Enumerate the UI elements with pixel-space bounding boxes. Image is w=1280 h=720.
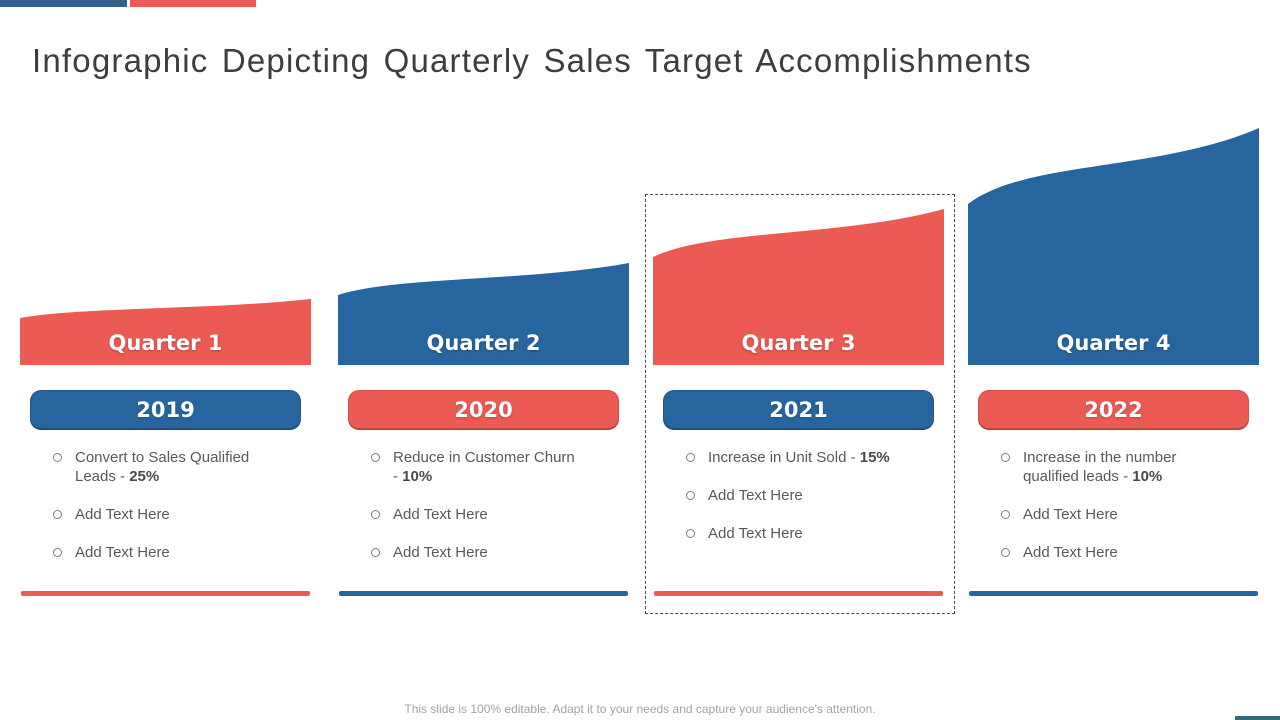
corner-accent — [1235, 716, 1280, 720]
bullet-text: Add Text Here — [75, 544, 170, 561]
bullet-marker-icon — [686, 491, 695, 500]
bullet-item[interactable]: Add Text Here — [53, 543, 265, 562]
bullet-list: Convert to Sales Qualified Leads - 25% A… — [53, 448, 265, 562]
bullet-marker-icon — [371, 510, 380, 519]
bullet-list: Increase in the number qualified leads -… — [1001, 448, 1213, 562]
wave-shape[interactable] — [338, 263, 629, 365]
bullet-item[interactable]: Add Text Here — [686, 524, 898, 543]
bullet-text: Increase in the number qualified leads -… — [1023, 449, 1177, 485]
bullet-item[interactable]: Add Text Here — [371, 505, 583, 524]
bullet-text: Add Text Here — [75, 506, 170, 523]
bullet-marker-icon — [53, 453, 62, 462]
bullet-item[interactable]: Convert to Sales Qualified Leads - 25% — [53, 448, 265, 486]
year-label: 2021 — [769, 398, 828, 422]
quarter-card: Quarter 3 2021 Increase in Unit Sold - 1… — [653, 0, 944, 720]
bullet-text: Reduce in Customer Churn - 10% — [393, 449, 575, 485]
bullet-marker-icon — [371, 453, 380, 462]
selection-outline[interactable] — [645, 194, 955, 614]
bullet-marker-icon — [53, 548, 62, 557]
year-pill[interactable]: 2021 — [663, 390, 934, 430]
year-pill[interactable]: 2022 — [978, 390, 1249, 430]
year-pill[interactable]: 2020 — [348, 390, 619, 430]
bullet-list: Increase in Unit Sold - 15% Add Text Her… — [686, 448, 898, 543]
bullet-item[interactable]: Add Text Here — [1001, 543, 1213, 562]
wave-shape[interactable] — [20, 299, 311, 365]
top-accent-bar-red — [130, 0, 256, 7]
bullet-marker-icon — [686, 453, 695, 462]
bullet-item[interactable]: Add Text Here — [1001, 505, 1213, 524]
bullet-text: Add Text Here — [393, 506, 488, 523]
bullet-text: Add Text Here — [708, 487, 803, 504]
bullet-marker-icon — [1001, 510, 1010, 519]
quarter-card: Quarter 1 2019 Convert to Sales Qualifie… — [20, 0, 311, 720]
bullet-marker-icon — [371, 548, 380, 557]
bullet-item[interactable]: Reduce in Customer Churn - 10% — [371, 448, 583, 486]
underline-bar — [969, 591, 1258, 596]
year-label: 2022 — [1084, 398, 1143, 422]
bullet-item[interactable]: Increase in the number qualified leads -… — [1001, 448, 1213, 486]
bullet-text: Convert to Sales Qualified Leads - 25% — [75, 449, 250, 485]
bullet-text: Add Text Here — [708, 525, 803, 542]
year-label: 2020 — [454, 398, 513, 422]
bullet-marker-icon — [686, 529, 695, 538]
year-pill[interactable]: 2019 — [30, 390, 301, 430]
bullet-text: Add Text Here — [393, 544, 488, 561]
bullet-marker-icon — [53, 510, 62, 519]
underline-bar — [21, 591, 310, 596]
underline-bar — [654, 591, 943, 596]
bullet-list: Reduce in Customer Churn - 10% Add Text … — [371, 448, 583, 562]
quarter-label[interactable]: Quarter 4 — [1056, 331, 1171, 355]
bullet-item[interactable]: Increase in Unit Sold - 15% — [686, 448, 898, 467]
underline-bar — [339, 591, 628, 596]
quarter-card: Quarter 4 2022 Increase in the number qu… — [968, 0, 1259, 720]
bullet-item[interactable]: Add Text Here — [686, 486, 898, 505]
quarter-label[interactable]: Quarter 3 — [741, 331, 856, 355]
footer-note: This slide is 100% editable. Adapt it to… — [404, 702, 876, 716]
slide-title[interactable]: Infographic Depicting Quarterly Sales Ta… — [32, 42, 1032, 80]
top-accent-bar-blue — [0, 0, 127, 7]
bullet-text: Increase in Unit Sold - 15% — [708, 449, 890, 466]
quarter-label[interactable]: Quarter 1 — [108, 331, 223, 355]
bullet-text: Add Text Here — [1023, 544, 1118, 561]
bullet-marker-icon — [1001, 453, 1010, 462]
bullet-item[interactable]: Add Text Here — [53, 505, 265, 524]
wave-shape[interactable] — [653, 209, 944, 365]
year-label: 2019 — [136, 398, 195, 422]
bullet-text: Add Text Here — [1023, 506, 1118, 523]
quarter-label[interactable]: Quarter 2 — [426, 331, 541, 355]
bullet-item[interactable]: Add Text Here — [371, 543, 583, 562]
quarter-card: Quarter 2 2020 Reduce in Customer Churn … — [338, 0, 629, 720]
wave-shape[interactable] — [968, 128, 1259, 365]
bullet-marker-icon — [1001, 548, 1010, 557]
